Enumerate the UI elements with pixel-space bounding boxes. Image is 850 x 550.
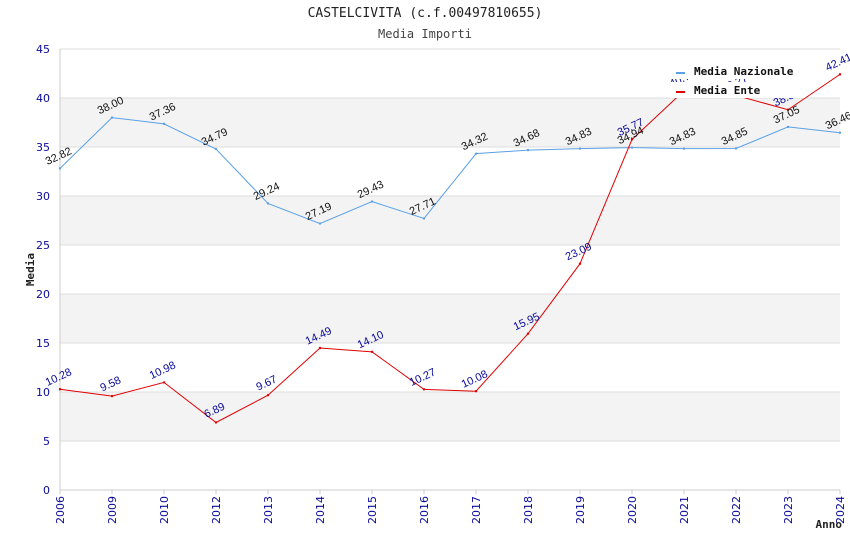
- grid-band: [60, 98, 840, 147]
- x-tick-label: 2015: [366, 496, 379, 524]
- data-point: [630, 146, 634, 149]
- y-tick-label: 10: [36, 386, 50, 399]
- chart-subtitle: Media Importi: [378, 27, 472, 41]
- legend-label: Media Nazionale: [694, 65, 794, 78]
- data-point: [58, 388, 62, 391]
- y-tick-label: 15: [36, 337, 50, 350]
- x-tick-label: 2010: [158, 496, 171, 524]
- series-line-1: [59, 117, 841, 225]
- legend-label: Media Ente: [694, 84, 761, 97]
- x-axis-title: Anno: [816, 518, 843, 531]
- data-point: [58, 167, 62, 170]
- data-label: 10.08: [460, 368, 490, 391]
- data-point: [422, 217, 426, 220]
- data-point: [214, 147, 218, 151]
- x-tick-label: 2014: [314, 496, 327, 524]
- data-point: [682, 147, 686, 150]
- x-tick-label: 2017: [470, 496, 483, 524]
- y-tick-label: 5: [43, 435, 50, 448]
- data-label: 9.58: [98, 374, 122, 394]
- y-tick-label: 20: [36, 288, 50, 301]
- x-tick-label: 2022: [730, 496, 743, 524]
- x-tick-label: 2019: [574, 496, 587, 524]
- data-point: [162, 122, 166, 126]
- data-point: [110, 394, 114, 398]
- data-point: [318, 346, 322, 350]
- data-point: [318, 222, 322, 225]
- data-point: [370, 200, 374, 203]
- data-point: [110, 116, 114, 119]
- y-tick-label: 35: [36, 141, 50, 154]
- data-point: [578, 262, 582, 265]
- y-tick-label: 45: [36, 43, 50, 56]
- grid-band: [60, 392, 840, 441]
- x-tick-label: 2013: [262, 496, 275, 524]
- data-point: [370, 350, 374, 354]
- x-tick-label: 2024: [834, 496, 847, 524]
- x-tick-label: 2021: [678, 496, 691, 524]
- data-point: [734, 147, 738, 150]
- x-tick-label: 2012: [210, 496, 223, 524]
- legend-bg: [670, 82, 805, 98]
- data-point: [786, 125, 790, 129]
- data-label: 9.67: [254, 374, 278, 394]
- x-tick-label: 2016: [418, 496, 431, 524]
- legend-bg: [670, 63, 805, 79]
- data-point: [162, 381, 166, 384]
- grid-band: [60, 196, 840, 245]
- x-tick-label: 2020: [626, 496, 639, 524]
- data-point: [578, 147, 582, 150]
- x-tick-label: 2023: [782, 496, 795, 524]
- data-point: [630, 138, 634, 141]
- data-point: [422, 388, 426, 391]
- y-tick-label: 25: [36, 239, 50, 252]
- y-tick-label: 30: [36, 190, 50, 203]
- data-point: [474, 152, 478, 155]
- y-axis-title: Media: [24, 253, 37, 286]
- data-point: [214, 421, 218, 424]
- data-point: [266, 202, 270, 205]
- data-point: [474, 390, 478, 393]
- data-label: 10.28: [44, 366, 74, 389]
- data-point: [526, 332, 530, 335]
- data-label: 42.41: [824, 51, 850, 74]
- data-point: [838, 131, 842, 134]
- data-point: [266, 394, 270, 397]
- data-label: 10.27: [408, 366, 438, 389]
- y-tick-label: 40: [36, 92, 50, 105]
- x-tick-label: 2009: [106, 496, 119, 524]
- y-tick-label: 0: [43, 484, 50, 497]
- chart-title: CASTELCIVITA (c.f.00497810655): [307, 6, 543, 21]
- x-tick-label: 2018: [522, 496, 535, 524]
- data-point: [838, 73, 842, 76]
- data-label: 10.98: [148, 359, 178, 382]
- data-point: [786, 108, 790, 111]
- data-point: [526, 148, 530, 152]
- x-tick-label: 2006: [54, 496, 67, 524]
- grid-band: [60, 294, 840, 343]
